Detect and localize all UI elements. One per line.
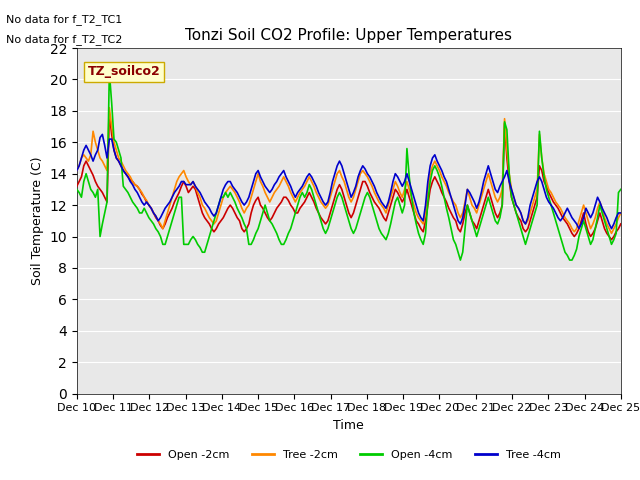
X-axis label: Time: Time xyxy=(333,419,364,432)
Text: TZ_soilco2: TZ_soilco2 xyxy=(88,65,161,78)
Text: No data for f_T2_TC1: No data for f_T2_TC1 xyxy=(6,14,123,25)
Title: Tonzi Soil CO2 Profile: Upper Temperatures: Tonzi Soil CO2 Profile: Upper Temperatur… xyxy=(186,28,512,43)
Y-axis label: Soil Temperature (C): Soil Temperature (C) xyxy=(31,156,44,285)
Legend: Open -2cm, Tree -2cm, Open -4cm, Tree -4cm: Open -2cm, Tree -2cm, Open -4cm, Tree -4… xyxy=(132,445,565,464)
Text: No data for f_T2_TC2: No data for f_T2_TC2 xyxy=(6,34,123,45)
